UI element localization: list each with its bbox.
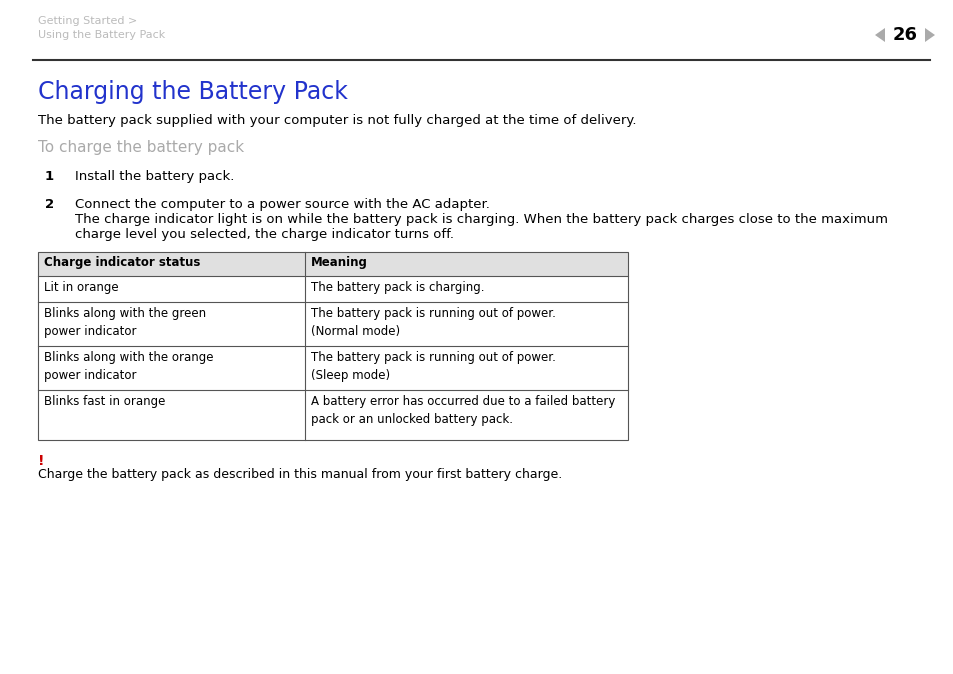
Text: Blinks along with the orange
power indicator: Blinks along with the orange power indic… (44, 351, 213, 382)
Text: Charging the Battery Pack: Charging the Battery Pack (38, 80, 348, 104)
Bar (38, 252, 627, 440)
Text: Connect the computer to a power source with the AC adapter.: Connect the computer to a power source w… (75, 198, 489, 211)
Text: Blinks along with the green
power indicator: Blinks along with the green power indica… (44, 307, 206, 338)
Text: The battery pack is running out of power.
(Sleep mode): The battery pack is running out of power… (311, 351, 556, 382)
Text: Lit in orange: Lit in orange (44, 281, 118, 294)
Text: 1: 1 (45, 170, 54, 183)
Text: A battery error has occurred due to a failed battery
pack or an unlocked battery: A battery error has occurred due to a fa… (311, 395, 615, 426)
Text: The battery pack is charging.: The battery pack is charging. (311, 281, 484, 294)
Text: Blinks fast in orange: Blinks fast in orange (44, 395, 165, 408)
Bar (38, 252, 627, 276)
Text: Meaning: Meaning (311, 256, 368, 269)
Text: 2: 2 (45, 198, 54, 211)
Text: !: ! (38, 454, 45, 468)
Polygon shape (874, 28, 884, 42)
Text: 26: 26 (892, 26, 917, 44)
Text: To charge the battery pack: To charge the battery pack (38, 140, 244, 155)
Text: Charge indicator status: Charge indicator status (44, 256, 200, 269)
Text: Charge the battery pack as described in this manual from your first battery char: Charge the battery pack as described in … (38, 468, 561, 481)
Polygon shape (924, 28, 934, 42)
Text: Getting Started >: Getting Started > (38, 16, 137, 26)
Text: The battery pack supplied with your computer is not fully charged at the time of: The battery pack supplied with your comp… (38, 114, 636, 127)
Text: charge level you selected, the charge indicator turns off.: charge level you selected, the charge in… (75, 228, 454, 241)
Text: The battery pack is running out of power.
(Normal mode): The battery pack is running out of power… (311, 307, 556, 338)
Text: The charge indicator light is on while the battery pack is charging. When the ba: The charge indicator light is on while t… (75, 213, 887, 226)
Text: Install the battery pack.: Install the battery pack. (75, 170, 234, 183)
Text: Using the Battery Pack: Using the Battery Pack (38, 30, 165, 40)
